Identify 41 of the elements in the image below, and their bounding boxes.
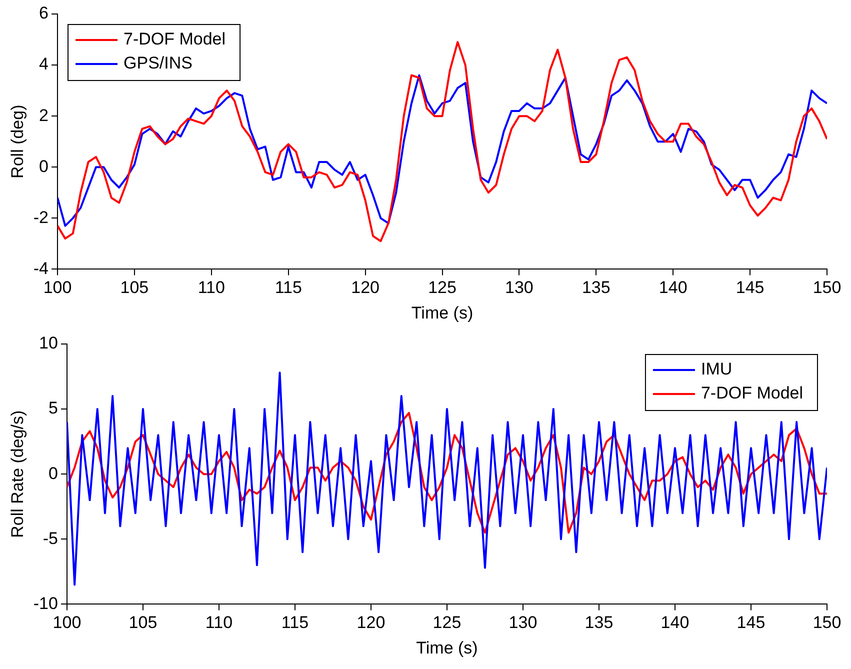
y-tick-label: 4: [39, 54, 49, 74]
y-tick-label: -10: [33, 594, 58, 613]
x-tick-label: 150: [812, 278, 842, 298]
y-tick-label: -5: [42, 528, 58, 548]
x-tick-label: 120: [356, 613, 386, 632]
x-tick-label: 135: [584, 613, 614, 632]
y-tick-label: -4: [33, 258, 49, 278]
y-tick-label: 6: [39, 4, 49, 23]
x-tick-label: 130: [505, 278, 534, 298]
x-tick-label: 105: [120, 278, 149, 298]
x-tick-label: 135: [582, 278, 610, 298]
x-tick-label: 130: [508, 613, 538, 632]
x-tick-label: 140: [658, 278, 688, 298]
y-tick-label: 2: [39, 106, 49, 125]
legend-label: 7-DOF Model: [124, 30, 226, 49]
x-tick-label: 145: [736, 278, 764, 298]
y-axis-title: Roll Rate (deg/s): [8, 410, 27, 538]
x-tick-label: 115: [281, 613, 309, 632]
x-tick-label: 110: [198, 278, 225, 298]
x-tick-label: 140: [660, 613, 690, 632]
x-tick-label: 120: [351, 278, 380, 298]
legend-label: GPS/INS: [124, 54, 192, 73]
y-axis-title: Roll (deg): [8, 104, 27, 178]
x-tick-label: 125: [428, 278, 456, 298]
x-tick-label: 145: [736, 613, 766, 632]
x-tick-label: 110: [205, 613, 233, 632]
x-tick-label: 105: [128, 613, 158, 632]
y-tick-label: -2: [33, 208, 49, 227]
x-tick-label: 115: [274, 278, 302, 298]
y-tick-label: 10: [39, 334, 58, 353]
legend-label: IMU: [700, 360, 732, 379]
x-tick-label: 150: [812, 613, 842, 632]
x-axis-title: Time (s): [411, 303, 474, 322]
y-tick-label: 5: [48, 398, 58, 418]
x-tick-label: 100: [43, 278, 72, 298]
y-tick-label: 0: [48, 464, 58, 483]
legend-label: 7-DOF Model: [700, 384, 804, 403]
y-tick-label: 0: [39, 156, 49, 176]
x-tick-label: 125: [432, 613, 462, 632]
x-tick-label: 100: [52, 613, 82, 632]
x-axis-title: Time (s): [416, 638, 478, 658]
